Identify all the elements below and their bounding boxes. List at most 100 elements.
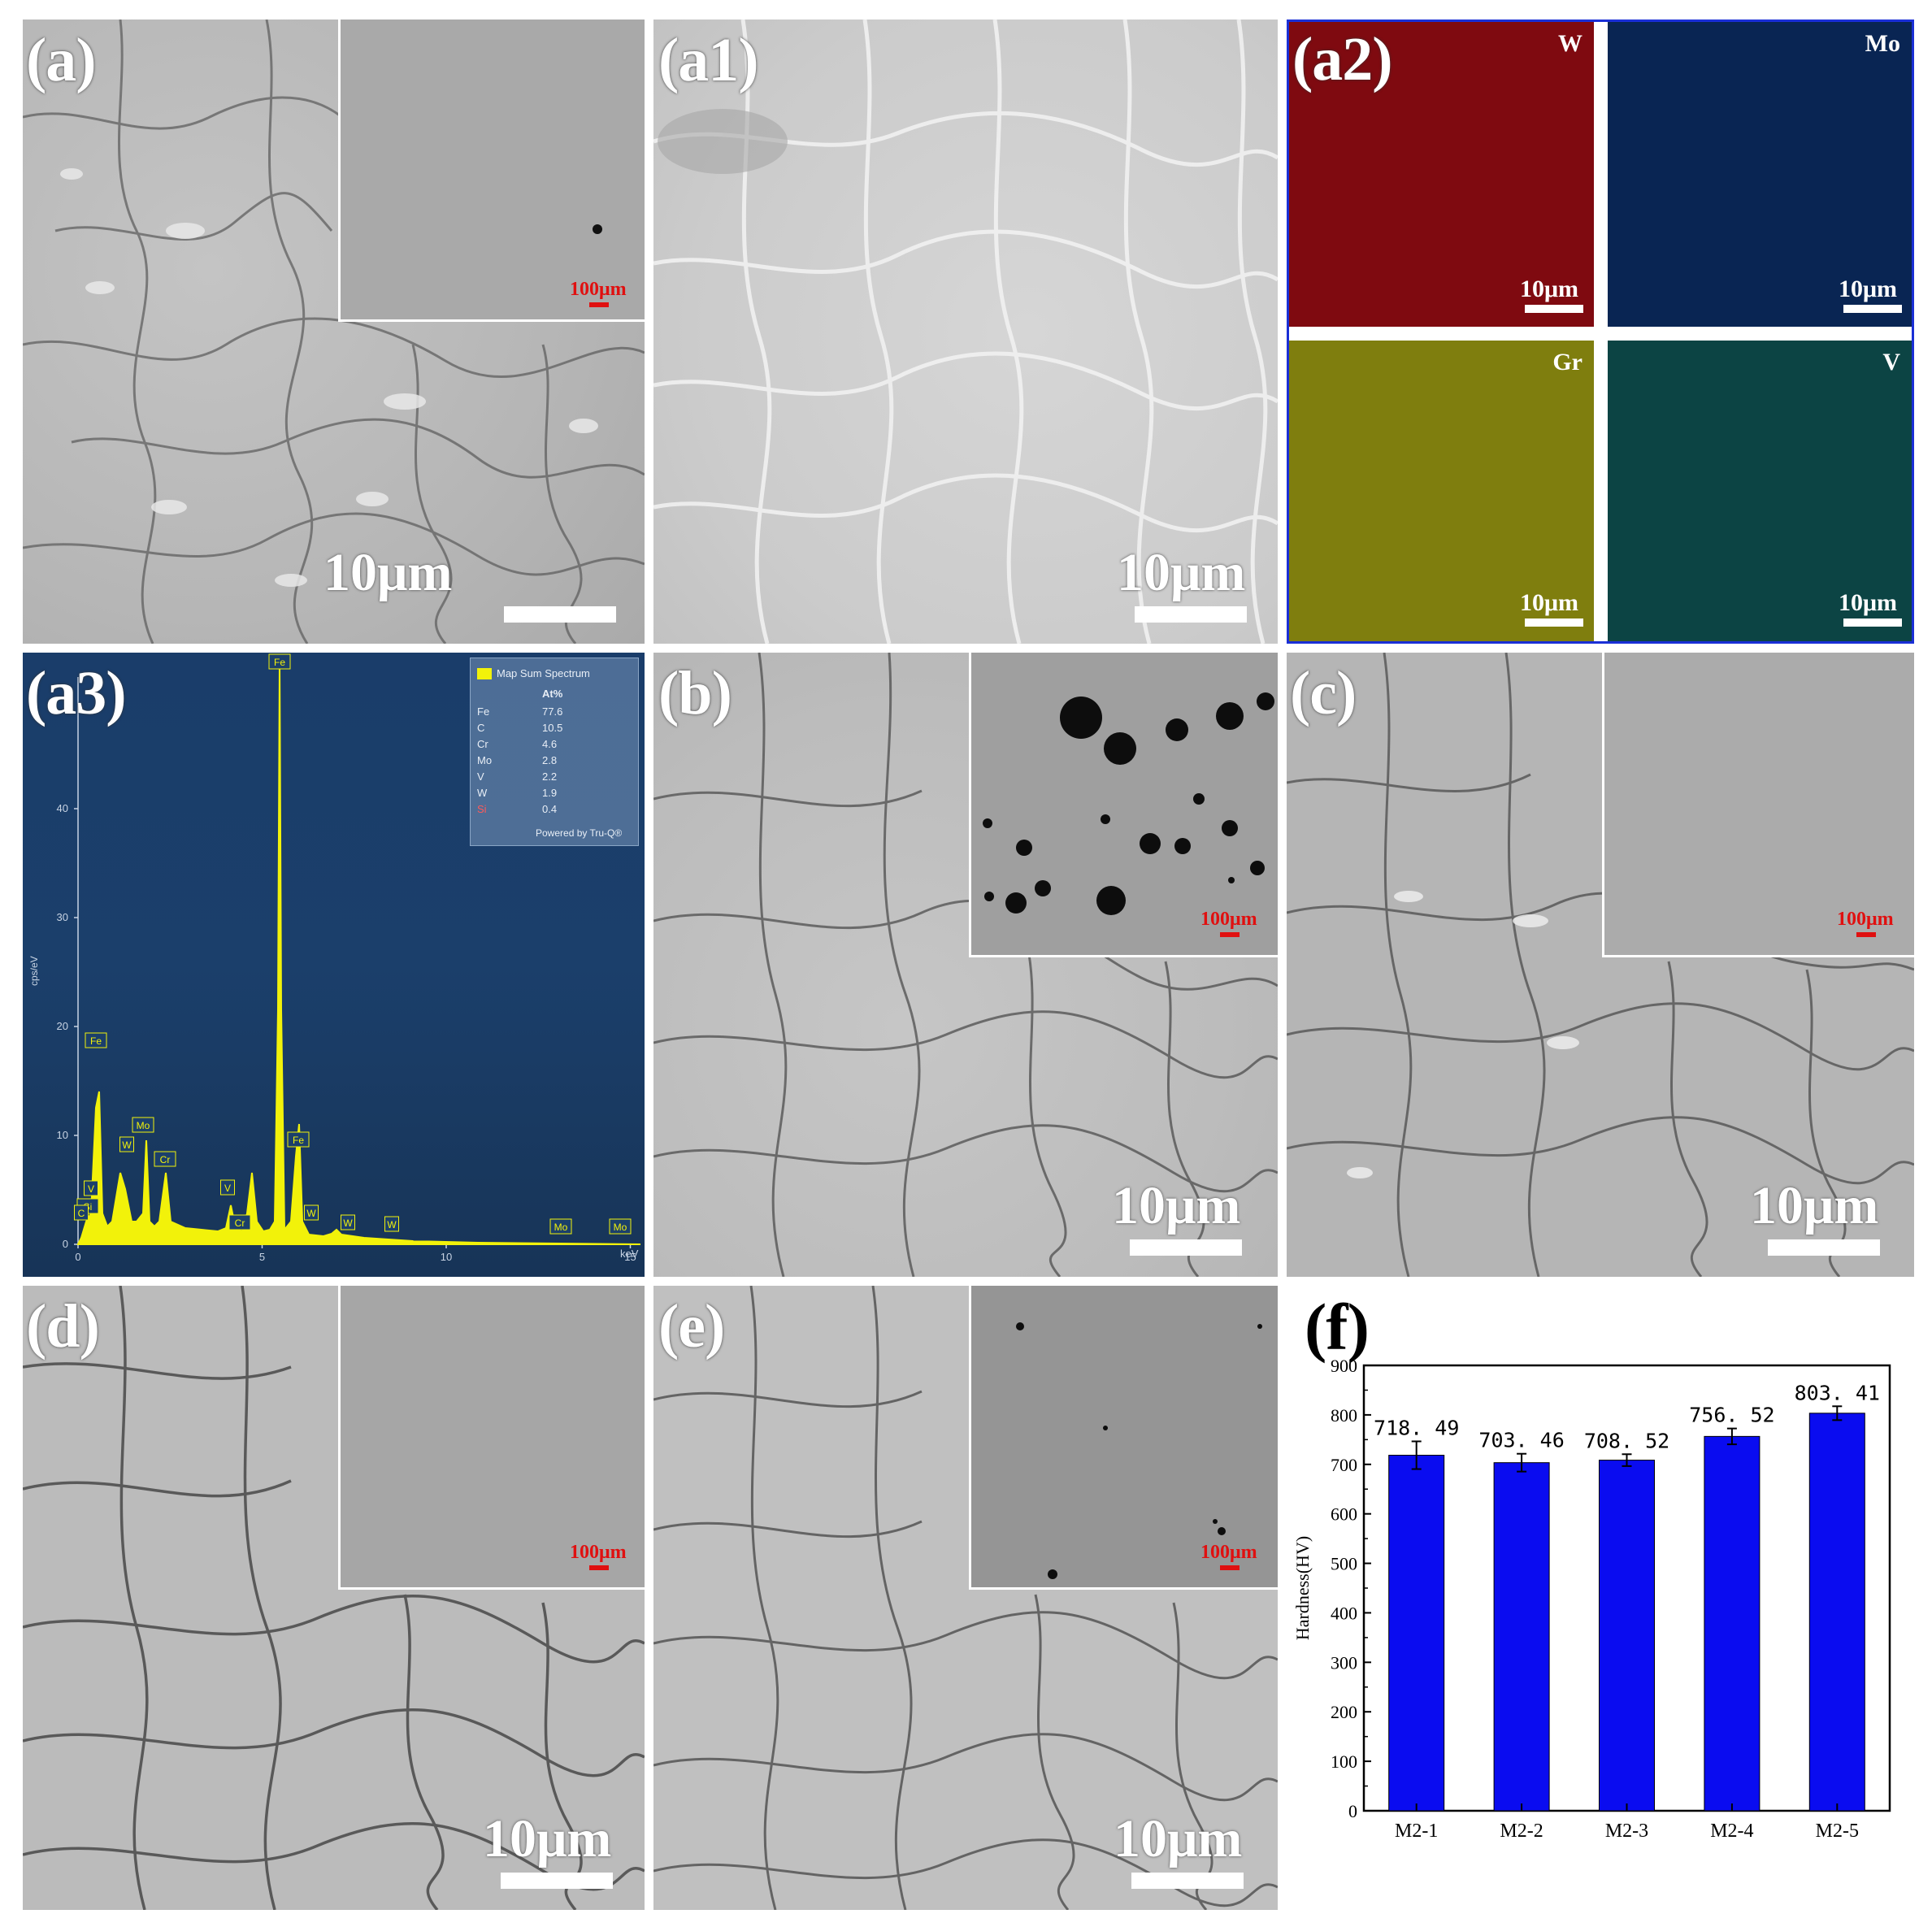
peak-label: C — [78, 1208, 85, 1219]
bar-value-label: 718. 49 — [1374, 1416, 1459, 1439]
y-tick-label: 800 — [1331, 1405, 1357, 1426]
map-scale-label: 10μm — [1839, 589, 1897, 616]
bar-value-label: 803. 41 — [1795, 1381, 1880, 1404]
inset-scale-label: 100μm — [1200, 1542, 1257, 1563]
inset-scale-bar — [1220, 932, 1240, 937]
legend-value: 1.9 — [542, 787, 558, 799]
bar-value-label: 756. 52 — [1689, 1404, 1774, 1427]
hardness-bar — [1704, 1435, 1761, 1812]
bar-value-label: 708. 52 — [1584, 1429, 1669, 1452]
grain-boundaries-a1 — [653, 20, 1278, 644]
map-element-label: Mo — [1865, 30, 1900, 57]
map-element-label: W — [1558, 30, 1583, 57]
panel-label-a2: (a2) — [1292, 25, 1393, 93]
spectrum-y-tick: 40 — [57, 802, 68, 814]
peak-label: Fe — [90, 1035, 102, 1047]
legend-value: 10.5 — [542, 722, 563, 734]
inset-image-d: 100μm — [338, 1286, 645, 1590]
peak-label-box — [74, 1204, 89, 1221]
panel-label-b: (b) — [658, 659, 732, 727]
spectrum-y-tick: 20 — [57, 1020, 68, 1032]
bar-value-label: 703. 46 — [1478, 1429, 1564, 1452]
legend-swatch — [477, 668, 492, 679]
peak-label-box — [609, 1218, 632, 1235]
peak-label-box — [132, 1117, 154, 1133]
legend-title: Map Sum Spectrum — [497, 667, 590, 679]
hardness-chart-panel: (f) 0 100 200 300 400 500 600 700 800 900 Hardness… — [1287, 1286, 1914, 1910]
scale-label-d: 10μm — [483, 1809, 612, 1868]
inset-scale-label: 100μm — [1837, 909, 1894, 930]
legend-element: Mo — [477, 754, 493, 766]
sem-image-e: 100μm (e) 10μm — [653, 1286, 1278, 1910]
y-tick-label: 400 — [1331, 1603, 1357, 1623]
spectrum-y-tick: 10 — [57, 1129, 68, 1141]
peak-label: V — [224, 1183, 231, 1194]
inset-scale-bar — [589, 302, 609, 307]
scale-label-a: 10μm — [323, 543, 453, 602]
inset-scale-bar — [589, 1565, 609, 1570]
eds-map-gr: Gr 10μm — [1289, 341, 1594, 641]
sem-image-d: 100μm (d) 10μm — [23, 1286, 645, 1910]
inset-scale-label: 100μm — [1200, 909, 1257, 930]
spectrum-y-unit: cps/eV — [28, 956, 40, 986]
scale-bar-b — [1130, 1239, 1242, 1256]
y-tick-label: 200 — [1331, 1702, 1357, 1722]
x-tick-label: M2-4 — [1710, 1821, 1753, 1842]
map-noise — [1608, 22, 1912, 327]
inset-image-a: 100μm — [338, 20, 645, 322]
hardness-bar-chart: 0 100 200 300 400 500 600 700 800 900 Hardness(HV)… — [1292, 1356, 1891, 1842]
map-element-label: Gr — [1552, 349, 1583, 375]
peak-label: Cr — [235, 1217, 245, 1229]
legend-value: 2.2 — [542, 770, 558, 783]
spectrum-x-tick: 0 — [75, 1251, 80, 1263]
inset-scale-bar — [1220, 1565, 1240, 1570]
pores — [1016, 1322, 1262, 1579]
hardness-bar — [1599, 1460, 1655, 1812]
spectrum-x-tick: 5 — [259, 1251, 265, 1263]
y-tick-label: 300 — [1331, 1652, 1357, 1673]
y-tick-label: 0 — [1348, 1801, 1357, 1821]
peak-label: Mo — [554, 1222, 568, 1233]
legend-header: At% — [542, 688, 563, 700]
hardness-bar — [1493, 1462, 1550, 1812]
scale-bar-e — [1131, 1873, 1244, 1889]
map-scale-bar — [1843, 305, 1902, 313]
peak-label-box — [384, 1216, 399, 1232]
spectrum-x-tick: 10 — [441, 1251, 452, 1263]
peak-label: Mo — [614, 1222, 627, 1233]
x-tick-label: M2-5 — [1816, 1821, 1859, 1842]
hardness-bar — [1388, 1455, 1445, 1812]
spectrum-y-tick: 30 — [57, 911, 68, 923]
map-scale-bar — [1843, 618, 1902, 627]
scale-label-b: 10μm — [1112, 1176, 1241, 1235]
peak-label: Fe — [293, 1135, 304, 1146]
x-tick-label: M2-3 — [1605, 1821, 1648, 1842]
panel-label-a1: (a1) — [658, 26, 759, 94]
peak-label-box — [119, 1136, 134, 1152]
legend-element: V — [477, 770, 484, 783]
pore-dot — [593, 224, 602, 234]
sem-image-c: 100μm (c) 10μm — [1287, 653, 1914, 1277]
peak-label: W — [387, 1219, 397, 1230]
x-tick-label: M2-2 — [1500, 1821, 1543, 1842]
peak-label-box — [154, 1151, 176, 1167]
panel-label-c: (c) — [1290, 659, 1357, 727]
y-tick-label: 100 — [1331, 1751, 1357, 1772]
eds-map-grid: W 10μm Mo 10μm Gr 10μm V 10μm (a2) — [1287, 20, 1914, 644]
pores — [983, 692, 1274, 915]
peak-label-box — [85, 1032, 107, 1048]
peak-label: Fe — [274, 657, 285, 668]
peak-label: W — [343, 1217, 353, 1229]
scale-bar-d — [501, 1873, 613, 1889]
spectrum-legend: Map Sum Spectrum At% Fe 77.6 C 10.5 Cr 4.6 Mo 2… — [470, 658, 639, 846]
eds-map-w: W 10μm — [1289, 22, 1594, 327]
peak-label-box — [268, 653, 291, 670]
panel-label-f: (f) — [1305, 1290, 1370, 1364]
map-scale-label: 10μm — [1520, 589, 1578, 616]
sem-image-a1: (a1) 10μm — [653, 20, 1278, 644]
y-tick-label: 700 — [1331, 1455, 1357, 1475]
peak-label: Cr — [160, 1154, 171, 1165]
panel-label-a3: (a3) — [26, 659, 127, 727]
y-tick-label: 600 — [1331, 1504, 1357, 1525]
inset-scale-label: 100μm — [570, 1542, 627, 1563]
